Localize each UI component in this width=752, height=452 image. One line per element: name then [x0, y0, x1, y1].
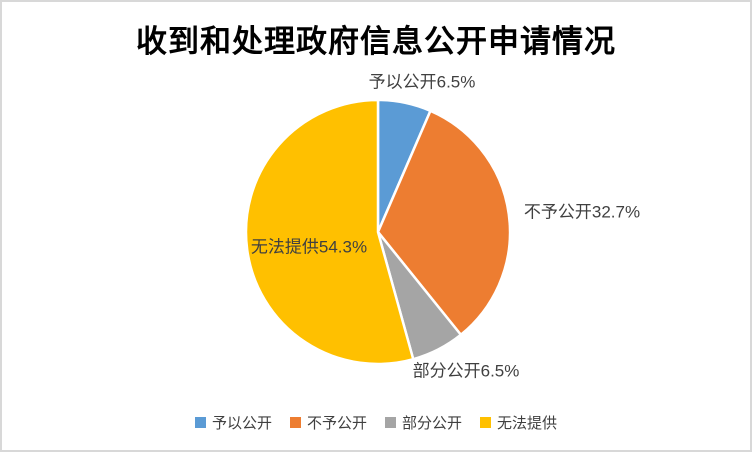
legend-item-label: 予以公开 — [211, 415, 272, 432]
pie-data-label-granted: 予以公开6.5% — [368, 72, 476, 92]
legend: 予以公开 不予公开 部分公开 无法提供 — [2, 412, 750, 433]
pie-slice-3[interactable] — [244, 98, 415, 366]
legend-item-label: 部分公开 — [402, 415, 463, 432]
legend-item[interactable]: 部分公开 — [385, 412, 462, 433]
legend-item[interactable]: 不予公开 — [289, 412, 367, 433]
legend-swatch-icon — [194, 417, 206, 428]
pie-data-label-denied: 不予公开32.7% — [523, 202, 641, 222]
legend-swatch-icon — [385, 417, 396, 428]
legend-swatch-icon — [480, 417, 492, 428]
pie-data-label-partial: 部分公开6.5% — [412, 361, 520, 381]
legend-item[interactable]: 无法提供 — [480, 412, 557, 433]
pie-slice-1[interactable] — [376, 109, 512, 337]
legend-item-label: 不予公开 — [306, 415, 367, 432]
pie-chart — [242, 96, 514, 368]
legend-swatch-icon — [289, 417, 301, 428]
legend-item[interactable]: 予以公开 — [194, 412, 272, 433]
chart-title: 收到和处理政府信息公开申请情况 — [136, 24, 616, 59]
pie-data-label-unavailable: 无法提供54.3% — [250, 237, 368, 257]
pie-svg — [244, 98, 512, 366]
legend-item-label: 无法提供 — [497, 415, 558, 432]
